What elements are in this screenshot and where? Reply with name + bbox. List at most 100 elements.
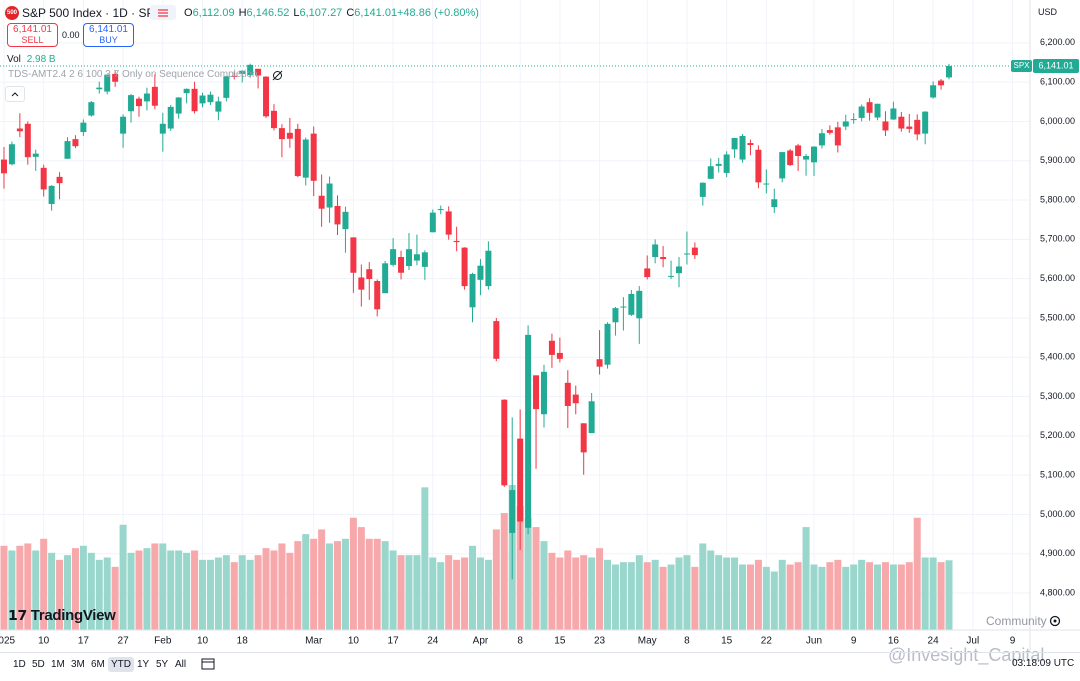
volume-bar	[937, 562, 945, 630]
range-button[interactable]: YTD	[108, 657, 134, 672]
range-button[interactable]: 6M	[91, 659, 105, 670]
volume-bar	[572, 557, 580, 630]
volume-bar	[731, 557, 739, 630]
date-range-icon[interactable]	[199, 656, 217, 672]
volume-bar	[349, 517, 357, 630]
volume-bar	[405, 555, 413, 630]
y-tick-label: 5,800.00	[1040, 194, 1075, 204]
settings-icon[interactable]	[1048, 614, 1062, 628]
candle-body	[398, 257, 405, 273]
candle-body	[548, 340, 555, 355]
volume-bar	[469, 545, 477, 630]
buy-button[interactable]: 6,141.01 BUY	[83, 23, 134, 47]
volume-bar	[167, 550, 175, 630]
candle-body	[620, 306, 627, 308]
candle-body	[540, 371, 547, 415]
candle-body	[787, 150, 794, 166]
candle-body	[8, 144, 15, 165]
range-button[interactable]: 5D	[32, 659, 45, 670]
symbol-title[interactable]: S&P 500 Index · 1D · SP	[22, 6, 155, 20]
candle-body	[898, 116, 905, 129]
candle-body	[342, 211, 349, 230]
candle-body	[302, 139, 309, 178]
collapse-button[interactable]	[5, 86, 25, 102]
candle-body	[374, 281, 381, 310]
currency[interactable]: USD	[1038, 7, 1058, 17]
candle-body	[278, 128, 285, 140]
x-tick-label: 24	[928, 636, 940, 647]
volume-bar	[842, 566, 850, 630]
range-button[interactable]: All	[175, 659, 187, 670]
candle-body	[263, 76, 270, 117]
candle-body	[493, 321, 500, 359]
volume-bar	[635, 555, 643, 630]
volume-bar	[611, 564, 619, 630]
candle-body	[40, 167, 47, 190]
candle-body	[120, 116, 127, 134]
volume-bar	[302, 534, 310, 630]
candle-body	[755, 149, 762, 183]
volume-bar	[770, 571, 778, 630]
x-tick-label: Jun	[806, 636, 822, 647]
volume-bar	[897, 564, 905, 630]
candle-body	[699, 182, 706, 197]
volume-bar	[524, 517, 532, 630]
logo-text: TradingView	[30, 607, 116, 624]
volume-bar	[16, 545, 24, 630]
compare-button[interactable]	[150, 5, 176, 20]
sell-button[interactable]: 6,141.01 SELL	[7, 23, 58, 47]
volume-bar	[723, 557, 731, 630]
x-tick-label: 24	[427, 636, 439, 647]
candle-body	[445, 211, 452, 235]
x-tick-label: 17	[388, 636, 400, 647]
candle-body	[310, 133, 317, 181]
candle-body	[922, 111, 929, 134]
candle-body	[652, 244, 659, 258]
range-button[interactable]: 1D	[13, 659, 26, 670]
x-tick-label: 15	[721, 636, 733, 647]
candle-body	[834, 127, 841, 146]
candle-body	[556, 352, 563, 359]
x-tick-label: 17	[78, 636, 90, 647]
candle-body	[215, 101, 222, 112]
candle-body	[795, 145, 802, 157]
volume-bar	[183, 552, 191, 630]
candle-body	[429, 212, 436, 233]
candle-body	[56, 176, 63, 184]
symbol-tag-label: SPX	[1013, 61, 1030, 70]
volume-bar	[540, 541, 548, 630]
candle-body	[588, 401, 595, 434]
y-tick-label: 5,000.00	[1040, 509, 1075, 519]
volume-bar	[95, 559, 103, 630]
range-button[interactable]: 5Y	[156, 659, 169, 670]
volume-bar	[389, 550, 397, 630]
x-tick-label: 8	[517, 636, 523, 647]
volume-bar	[461, 557, 469, 630]
candle-body	[945, 66, 952, 78]
volume-bar	[238, 555, 246, 630]
candle-body	[191, 88, 198, 112]
candle-body	[207, 94, 214, 103]
volume-bar	[500, 513, 508, 630]
quote-value: 6,107.27	[299, 7, 343, 19]
volume-bar	[786, 564, 794, 630]
range-button[interactable]: 3M	[71, 659, 85, 670]
range-button[interactable]: 1M	[51, 659, 65, 670]
volume-bar	[357, 527, 365, 630]
candle-body	[858, 106, 865, 118]
candle-body	[382, 263, 389, 294]
candle-body	[906, 126, 913, 129]
spread: 0.00	[62, 30, 80, 40]
candle-body	[199, 95, 206, 104]
candle-body	[175, 97, 182, 114]
candle-body	[763, 183, 770, 185]
volume-bar	[71, 548, 79, 630]
volume-bar	[373, 538, 381, 630]
range-button[interactable]: 1Y	[137, 659, 150, 670]
indicator-hide-icon[interactable]	[272, 68, 283, 81]
candle-body	[334, 205, 341, 225]
volume-bar	[881, 562, 889, 630]
x-tick-label: Apr	[473, 636, 489, 647]
candle-body	[604, 323, 611, 365]
indicator-legend: TDS-AMT2.4 2 6 100 3 7 Only on Sequence …	[8, 69, 258, 80]
